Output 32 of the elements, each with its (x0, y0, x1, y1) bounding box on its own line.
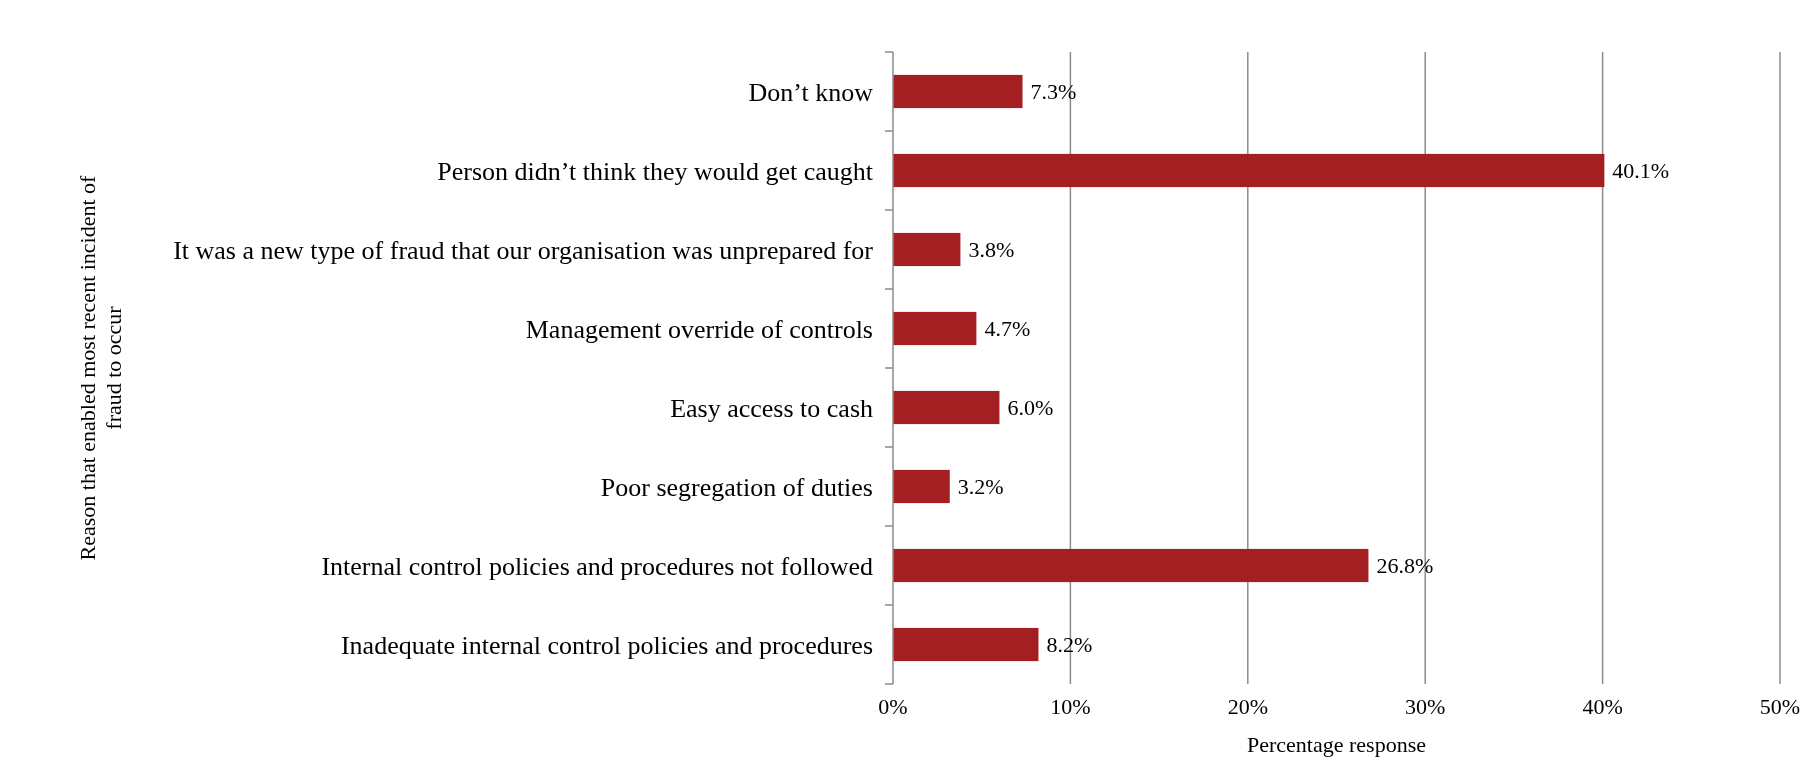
y-tick-label: Inadequate internal control policies and procedures (340, 630, 873, 660)
y-tick-label: Internal control policies and procedures not followed (321, 551, 873, 581)
bar (893, 548, 1369, 583)
y-tick-label: Management override of controls (525, 314, 873, 344)
bar (893, 232, 961, 267)
x-tick-label: 40% (1582, 694, 1623, 719)
y-tick-label: Poor segregation of duties (600, 472, 873, 502)
y-tick-label: Person didn’t think they would get caught (437, 156, 874, 186)
bar (893, 469, 950, 504)
bar (893, 390, 1000, 425)
data-label: 7.3% (1030, 79, 1077, 105)
data-label: 8.2% (1046, 632, 1093, 658)
x-tick-label: 20% (1227, 694, 1268, 719)
data-label: 6.0% (1007, 395, 1054, 421)
y-tick-label: Easy access to cash (670, 393, 873, 423)
y-tick-label: Don’t know (748, 77, 874, 107)
data-label: 3.2% (957, 474, 1004, 500)
bar (893, 627, 1039, 662)
x-tick-label: 30% (1405, 694, 1446, 719)
x-tick-label: 50% (1759, 694, 1801, 719)
bar (893, 311, 977, 346)
bar (893, 153, 1605, 188)
data-label: 26.8% (1376, 553, 1434, 579)
x-tick-label: 10% (1050, 694, 1091, 719)
data-label: 3.8% (968, 237, 1015, 263)
bar (893, 74, 1023, 109)
y-axis-title: Reason that enabled most recent incident of fraud to occur (74, 174, 126, 561)
data-label: 4.7% (984, 316, 1031, 342)
data-label: 40.1% (1612, 158, 1670, 184)
x-axis-title: Percentage response (1247, 732, 1426, 757)
y-tick-label: It was a new type of fraud that our organisation was unprepared for (173, 235, 874, 265)
x-tick-label: 0% (878, 694, 908, 719)
